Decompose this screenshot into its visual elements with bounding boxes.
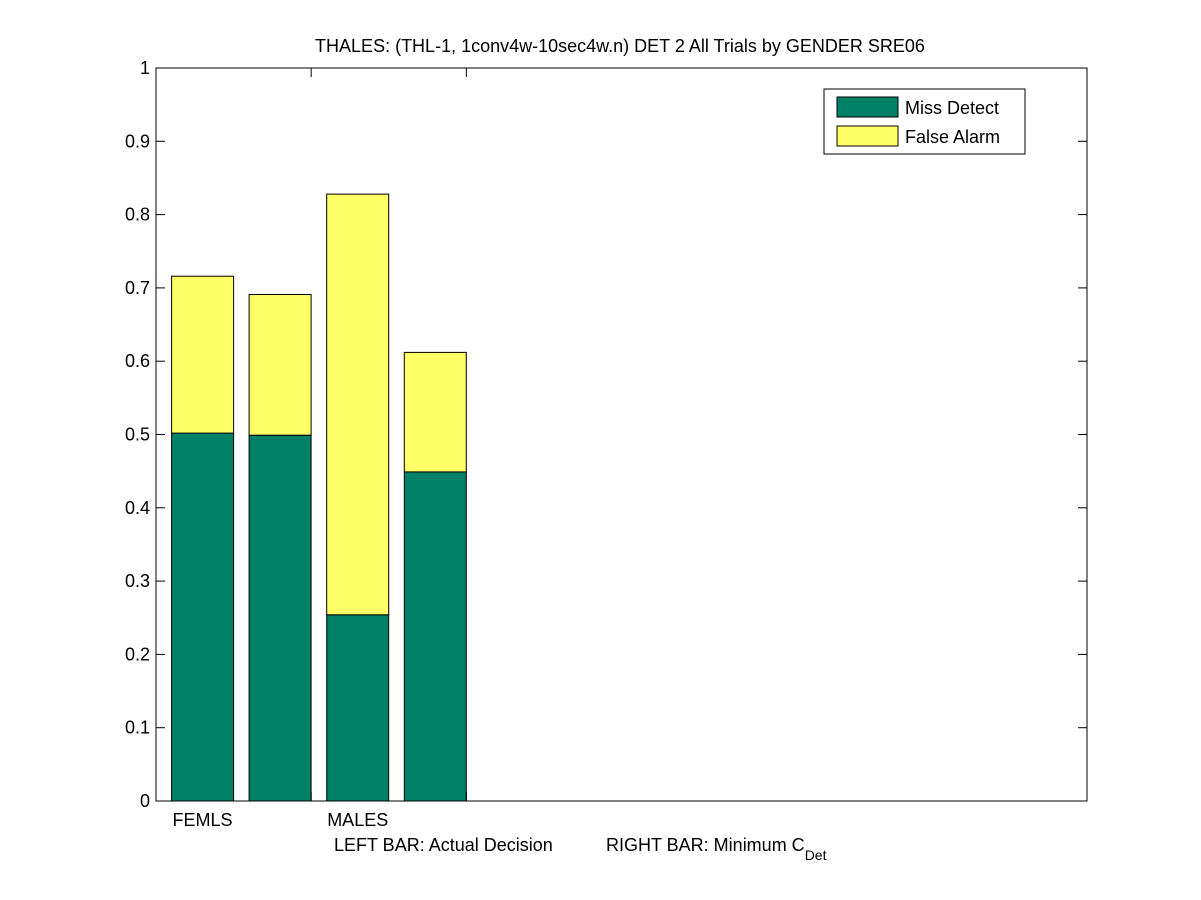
- x-axis-label-right-subscript: Det: [805, 847, 827, 863]
- y-tick-label: 0.9: [125, 131, 150, 151]
- x-tick-label-males: MALES: [327, 810, 388, 830]
- bar-femls-actual-false-alarm: [171, 275, 235, 434]
- y-tick-label: 0.3: [125, 571, 150, 591]
- bar-femls-min-false-alarm: [248, 294, 312, 436]
- y-tick-label: 0.4: [125, 498, 150, 518]
- x-axis-label-left: LEFT BAR: Actual Decision: [334, 835, 553, 855]
- y-tick-label: 0.1: [125, 718, 150, 738]
- bar-femls-min-miss-detect: [248, 434, 312, 802]
- y-tick-label: 0: [140, 791, 150, 811]
- y-tick-label: 0.5: [125, 425, 150, 445]
- y-tick-label: 0.7: [125, 278, 150, 298]
- svg-text:RIGHT BAR: Minimum CDet: RIGHT BAR: Minimum CDet: [606, 835, 827, 863]
- bars-group: [171, 193, 467, 802]
- legend-label-miss-detect: Miss Detect: [905, 98, 999, 118]
- legend-label-false-alarm: False Alarm: [905, 127, 1000, 147]
- y-tick-label: 0.2: [125, 644, 150, 664]
- bar-males-min-miss-detect: [403, 471, 467, 802]
- bar-males-actual-miss-detect: [326, 614, 390, 802]
- y-tick-label: 0.8: [125, 205, 150, 225]
- bar-males-actual-false-alarm: [326, 193, 390, 616]
- x-axis-label-right: RIGHT BAR: Minimum C: [606, 835, 805, 855]
- legend-swatch-false-alarm: [836, 125, 899, 147]
- x-axis-label: LEFT BAR: Actual Decision RIGHT BAR: Min…: [334, 835, 827, 863]
- legend-swatch-miss-detect: [836, 96, 899, 118]
- y-tick-label: 0.6: [125, 351, 150, 371]
- bar-males-min-false-alarm: [403, 351, 467, 473]
- x-tick-label-femls: FEMLS: [173, 810, 233, 830]
- y-axis: 0 0.1 0.2 0.3 0.4 0.5 0.6 0.7 0.8 0.9 1: [125, 58, 1087, 811]
- chart-title: THALES: (THL-1, 1conv4w-10sec4w.n) DET 2…: [315, 36, 925, 56]
- legend: Miss Detect False Alarm: [823, 88, 1026, 155]
- x-axis: FEMLS MALES: [173, 68, 467, 830]
- y-tick-label: 1: [140, 58, 150, 78]
- bar-femls-actual-miss-detect: [171, 432, 235, 802]
